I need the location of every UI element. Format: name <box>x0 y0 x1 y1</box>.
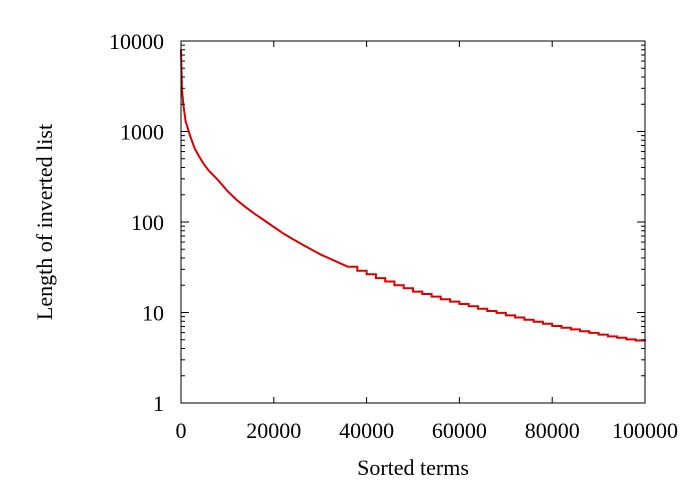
x-tick-label: 0 <box>176 418 187 443</box>
y-tick-label: 1 <box>153 391 164 416</box>
x-tick-label: 20000 <box>246 418 301 443</box>
x-tick-label: 60000 <box>432 418 487 443</box>
y-tick-label: 100 <box>131 210 164 235</box>
series-line-0 <box>180 49 646 342</box>
y-axis: 1 10 100 1000 10000 <box>109 29 645 416</box>
y-axis-label: Length of inverted list <box>32 124 57 320</box>
y-tick-label: 10000 <box>109 29 164 54</box>
x-axis-label: Sorted terms <box>357 455 469 480</box>
x-axis: 0 20000 40000 60000 80000 100000 <box>176 41 678 443</box>
y-tick-label: 1000 <box>120 120 164 145</box>
x-tick-label: 80000 <box>525 418 580 443</box>
x-tick-label: 40000 <box>339 418 394 443</box>
x-tick-label: 100000 <box>612 418 678 443</box>
y-tick-label: 10 <box>142 301 164 326</box>
